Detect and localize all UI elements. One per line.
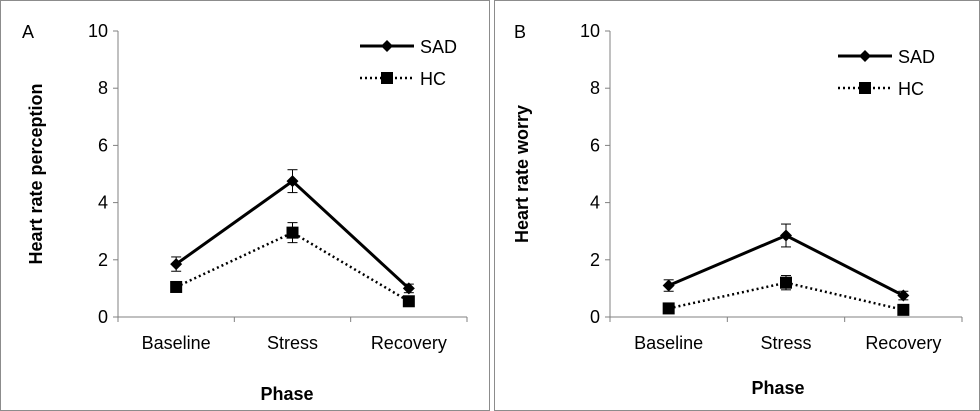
x-axis-title: Phase: [260, 384, 313, 404]
x-tick-label: Stress: [267, 333, 318, 353]
x-tick-label: Stress: [760, 333, 811, 353]
legend-marker: [381, 40, 393, 52]
data-point: [170, 280, 183, 293]
y-axis-title: Heart rate worry: [512, 105, 532, 243]
legend-marker: [381, 72, 393, 84]
y-tick-label: 6: [590, 135, 600, 155]
panel-label: A: [22, 22, 34, 42]
legend-item-sad: SAD: [360, 37, 457, 57]
legend-label: HC: [898, 79, 924, 99]
x-tick-label: Recovery: [865, 333, 941, 353]
y-tick-label: 0: [98, 307, 108, 327]
chart-panel-a: A Heart rate perception Phase 0 2 4 6 8 10 Bas…: [0, 0, 490, 411]
y-tick-label: 8: [98, 78, 108, 98]
series-hc: [170, 222, 415, 308]
axes: 0 2 4 6 8 10 Baseline Stress Recovery: [580, 21, 963, 353]
series-sad: [170, 169, 415, 295]
data-point: [402, 282, 415, 295]
y-tick-label: 2: [98, 250, 108, 270]
data-point: [897, 289, 910, 302]
legend-marker: [859, 50, 871, 62]
legend-marker: [859, 82, 871, 94]
panel-frame: [494, 0, 980, 411]
y-tick-label: 2: [590, 250, 600, 270]
data-point: [662, 302, 675, 315]
data-point: [286, 175, 299, 188]
panel-label: B: [514, 22, 526, 42]
y-tick-label: 10: [88, 21, 108, 41]
data-point: [402, 295, 415, 308]
data-point: [780, 229, 792, 242]
y-tick-label: 10: [580, 21, 600, 41]
data-point: [662, 279, 675, 292]
legend-label: HC: [420, 69, 446, 89]
y-tick-label: 4: [98, 193, 108, 213]
y-axis-title: Heart rate perception: [26, 83, 46, 264]
series-hc: [662, 275, 910, 316]
legend: SAD HC: [360, 37, 457, 89]
legend-label: SAD: [898, 47, 935, 67]
legend-item-hc: HC: [838, 79, 924, 99]
chart-panel-b: B Heart rate worry Phase 0 2 4 6 8 10 Baseline…: [494, 0, 980, 411]
x-tick-label: Recovery: [371, 333, 447, 353]
data-point: [780, 276, 792, 289]
panel-frame: [0, 0, 490, 411]
series-layer: [170, 169, 415, 308]
legend-label: SAD: [420, 37, 457, 57]
legend-item-hc: HC: [360, 69, 446, 89]
data-point: [897, 303, 910, 316]
data-point: [170, 258, 183, 271]
x-tick-label: Baseline: [634, 333, 703, 353]
y-tick-label: 4: [590, 193, 600, 213]
series-sad: [662, 223, 910, 302]
series-layer: [662, 223, 910, 316]
x-tick-label: Baseline: [142, 333, 211, 353]
y-tick-label: 6: [98, 135, 108, 155]
y-tick-label: 8: [590, 78, 600, 98]
y-tick-label: 0: [590, 307, 600, 327]
legend-item-sad: SAD: [838, 47, 935, 67]
axes: 0 2 4 6 8 10 Baseline Stress Recovery: [88, 21, 468, 353]
legend: SAD HC: [838, 47, 935, 99]
data-point: [286, 226, 299, 239]
x-axis-title: Phase: [751, 378, 804, 398]
